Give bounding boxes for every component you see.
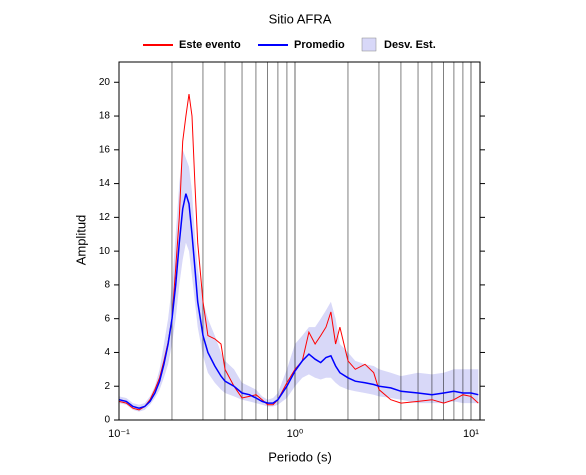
y-tick-label: 8	[104, 280, 110, 291]
x-tick-label: 10⁰	[287, 428, 304, 440]
series-line	[118, 193, 479, 409]
x-tick-label: 10¹	[463, 428, 479, 440]
legend-label: Este evento	[179, 39, 241, 51]
x-tick-label: 10⁻¹	[108, 428, 130, 440]
legend-label: Desv. Est.	[384, 39, 436, 51]
y-tick-label: 10	[99, 246, 111, 257]
x-axis-title: Periodo (s)	[268, 449, 332, 464]
y-tick-label: 18	[99, 111, 111, 122]
chart-title: Sitio AFRA	[269, 11, 332, 26]
y-tick-label: 4	[104, 347, 110, 358]
y-tick-label: 2	[104, 381, 110, 392]
legend-label: Promedio	[294, 39, 345, 51]
legend-swatch	[361, 37, 377, 52]
y-tick-label: 6	[104, 313, 110, 324]
y-tick-label: 0	[104, 415, 110, 426]
y-tick-label: 14	[99, 178, 111, 189]
y-tick-label: 12	[99, 212, 111, 223]
legend: Este evento Promedio Desv. Est.	[143, 37, 436, 52]
std-band	[119, 149, 479, 412]
plot-frame	[118, 61, 481, 421]
y-tick-label: 20	[99, 77, 111, 88]
y-tick-label: 16	[99, 144, 111, 155]
y-axis-title: Amplitud	[73, 215, 88, 266]
